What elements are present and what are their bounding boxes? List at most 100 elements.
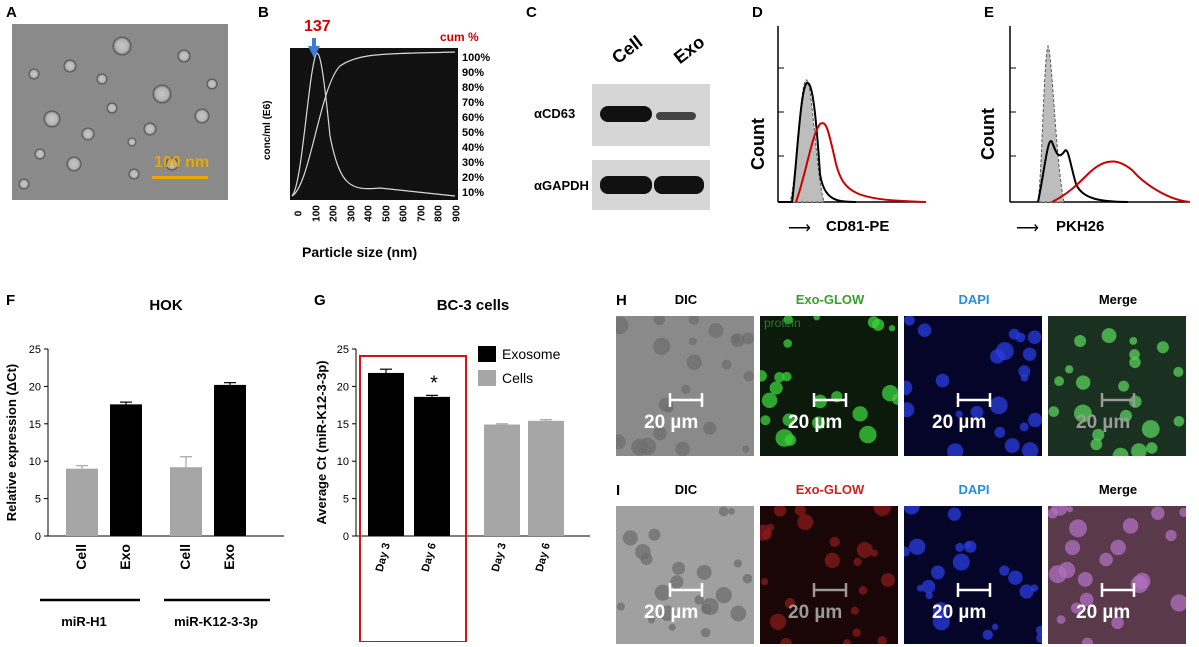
cell-dot <box>856 542 873 559</box>
cell-dot <box>782 413 796 427</box>
panel-label-d: D <box>752 4 763 21</box>
cell-dot <box>904 506 920 515</box>
cell-dot <box>1092 428 1105 441</box>
blot-gapdh <box>592 160 710 210</box>
cell-dot <box>681 384 691 394</box>
cell-dot <box>622 530 638 546</box>
micrograph-tile: 20 µm <box>760 506 898 644</box>
cell-dot <box>1129 356 1141 369</box>
cell-dot <box>1141 420 1160 438</box>
x-tick-label: Exo <box>221 544 237 570</box>
bar <box>66 468 98 536</box>
cell-dot <box>648 528 661 541</box>
cell-dot <box>1027 330 1042 345</box>
blot-col-exo: Exo <box>670 31 709 68</box>
blot-col-cell: Cell <box>608 31 647 68</box>
y-axis-label: Average Ct (miR-K12-3-3p) <box>314 360 329 524</box>
bar <box>214 384 246 536</box>
cell-dot <box>1129 337 1138 345</box>
legend-swatch <box>478 370 496 386</box>
scale-bar <box>956 393 992 407</box>
cell-dot <box>1054 376 1065 387</box>
cell-dot <box>931 565 945 580</box>
chart-title: BC-3 cells <box>437 297 510 314</box>
bar <box>170 467 202 536</box>
micrograph-heading: DIC <box>674 482 698 497</box>
cell-texture <box>760 506 895 644</box>
scale-label: 20 µm <box>932 412 987 433</box>
cell-dot <box>888 324 896 332</box>
cell-dot <box>742 573 753 584</box>
nta-xtick: 300 <box>346 205 357 222</box>
scale-label: 20 µm <box>1076 412 1131 433</box>
nta-xtick: 400 <box>363 205 375 222</box>
y-tick-label: 25 <box>29 344 41 356</box>
cell-dot <box>994 426 1006 438</box>
nta-xlabel: Particle size (nm) <box>302 244 418 260</box>
cell-dot <box>904 316 915 326</box>
cell-dot <box>640 552 653 566</box>
panel-label-b: B <box>258 4 269 21</box>
highlight-box <box>359 355 467 642</box>
cell-dot <box>1036 633 1042 644</box>
cell-dot <box>761 392 778 409</box>
cell-dot <box>1019 422 1029 432</box>
scale-label: 20 µm <box>644 412 699 433</box>
cell-dot <box>1112 447 1129 456</box>
cell-dot <box>1015 332 1026 343</box>
cell-dot <box>672 561 686 575</box>
nta-percent-tick: 10% <box>462 187 485 199</box>
nta-percent-tick: 60% <box>462 112 485 124</box>
cell-texture <box>616 506 753 638</box>
panel-label-a: A <box>6 4 17 21</box>
micrograph-heading: DAPI <box>958 482 990 497</box>
cell-dot <box>653 337 671 356</box>
cell-dot <box>1058 561 1076 579</box>
cell-dot <box>653 316 665 326</box>
cell-dot <box>870 549 878 557</box>
bar <box>110 404 142 536</box>
cell-dot <box>877 636 887 644</box>
cell-dot <box>1173 415 1185 427</box>
legend-label: Cells <box>502 370 533 386</box>
cell-dot <box>1101 328 1117 344</box>
x-tick-label: Day 3 <box>490 542 509 573</box>
y-tick-label: 15 <box>337 419 349 431</box>
cell-dot <box>743 370 754 382</box>
cell-dot <box>742 332 754 345</box>
tem-scale-label: 100 nm <box>154 154 210 171</box>
cell-dot <box>908 538 926 555</box>
cell-dot <box>730 333 745 348</box>
micrograph-tile: 20 µm <box>616 506 754 644</box>
panel-label-h: H <box>616 292 627 309</box>
cell-dot <box>964 540 977 553</box>
cell-dot <box>1129 395 1142 408</box>
group-label-2: miR-K12-3-3p <box>174 614 258 629</box>
tem-micrograph: 100 nm <box>12 24 228 200</box>
cell-dot <box>688 337 697 346</box>
cell-dot <box>1022 442 1039 456</box>
cell-dot <box>932 613 950 631</box>
cell-dot <box>616 434 626 450</box>
cell-dot <box>892 393 898 405</box>
micrograph-tile: 20 µm <box>1048 506 1186 644</box>
cell-dot <box>1070 602 1083 614</box>
cell-texture <box>760 316 898 447</box>
cell-dot <box>843 639 851 644</box>
hist-d-ylabel: Count <box>748 118 768 170</box>
chart-bc3: BC-3 cells 0 5 10 15 20 25 Average Ct (miR-K12-… <box>314 297 590 642</box>
nta-percent-tick: 100% <box>462 52 491 64</box>
scale-bar <box>812 393 848 407</box>
cell-dot <box>1079 592 1094 607</box>
panel-label-c: C <box>526 4 537 21</box>
nta-xtick: 800 <box>433 205 445 222</box>
cell-dot <box>1179 507 1186 518</box>
cell-dot <box>701 597 719 616</box>
nta-percent-tick: 90% <box>462 67 485 79</box>
x-tick-label: Cell <box>177 544 193 570</box>
cell-dot <box>904 380 913 396</box>
cell-dot <box>1004 438 1020 454</box>
hist-d-xlabel: CD81-PE <box>826 218 890 235</box>
chart-hok: HOK 0 5 10 15 20 25 Relative expression (ΔCt) Ce… <box>4 297 284 629</box>
cell-dot <box>1165 529 1177 542</box>
